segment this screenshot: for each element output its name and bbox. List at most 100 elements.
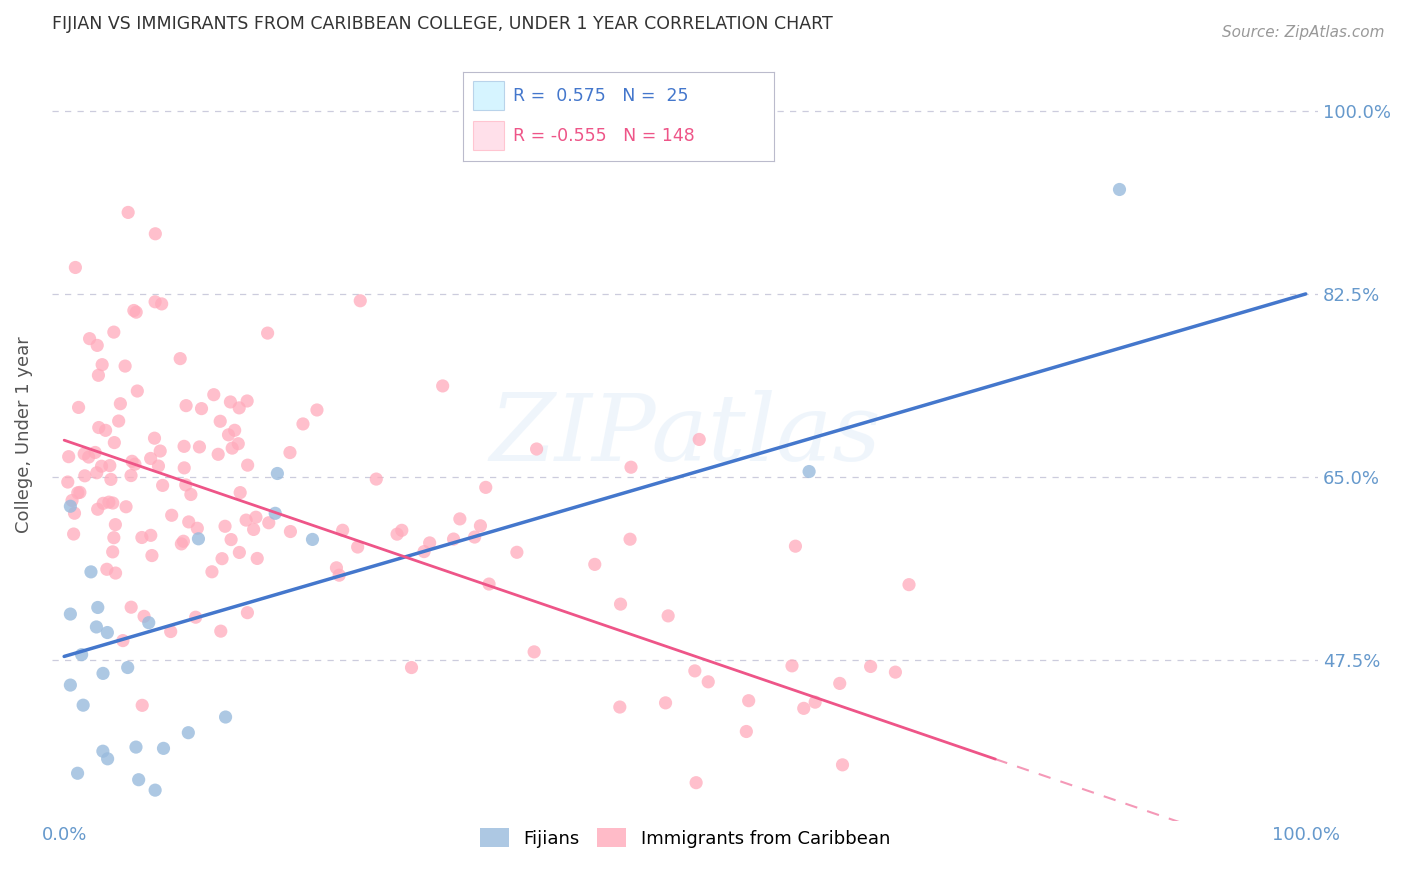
- Point: [207, 447, 229, 461]
- Point: [91, 744, 114, 758]
- Point: [526, 442, 548, 456]
- Point: [683, 664, 706, 678]
- Point: [887, 835, 910, 849]
- Point: [114, 359, 136, 373]
- Point: [228, 545, 250, 559]
- Point: [107, 414, 129, 428]
- Point: [236, 394, 259, 409]
- Point: [103, 435, 125, 450]
- Point: [797, 465, 820, 479]
- Point: [66, 766, 89, 780]
- Point: [62, 527, 84, 541]
- Point: [654, 696, 676, 710]
- Point: [301, 533, 323, 547]
- Point: [201, 565, 224, 579]
- Point: [884, 665, 907, 680]
- Point: [226, 436, 249, 450]
- Point: [79, 332, 101, 346]
- Point: [100, 472, 122, 486]
- Point: [159, 624, 181, 639]
- Point: [506, 545, 529, 559]
- Point: [91, 496, 114, 510]
- Point: [169, 351, 191, 366]
- Point: [305, 403, 328, 417]
- Text: FIJIAN VS IMMIGRANTS FROM CARIBBEAN COLLEGE, UNDER 1 YEAR CORRELATION CHART: FIJIAN VS IMMIGRANTS FROM CARIBBEAN COLL…: [52, 15, 832, 33]
- Point: [478, 577, 501, 591]
- Point: [685, 775, 707, 789]
- Point: [245, 510, 267, 524]
- Point: [264, 506, 287, 520]
- Point: [619, 533, 641, 547]
- Legend: Fijians, Immigrants from Caribbean: Fijians, Immigrants from Caribbean: [472, 822, 897, 855]
- Point: [150, 297, 173, 311]
- Point: [152, 478, 174, 492]
- Point: [104, 566, 127, 580]
- Point: [828, 676, 851, 690]
- Point: [143, 294, 166, 309]
- Point: [148, 458, 170, 473]
- Point: [391, 524, 413, 538]
- Point: [242, 523, 264, 537]
- Point: [256, 326, 278, 340]
- Point: [184, 610, 207, 624]
- Point: [401, 660, 423, 674]
- Point: [86, 338, 108, 352]
- Point: [111, 633, 134, 648]
- Point: [110, 397, 132, 411]
- Point: [117, 205, 139, 219]
- Point: [209, 624, 232, 639]
- Point: [688, 433, 710, 447]
- Point: [115, 500, 138, 514]
- Point: [138, 615, 160, 630]
- Point: [120, 468, 142, 483]
- Point: [349, 293, 371, 308]
- Point: [80, 565, 103, 579]
- Point: [419, 536, 441, 550]
- Point: [139, 451, 162, 466]
- Point: [174, 478, 197, 492]
- Point: [188, 440, 211, 454]
- Point: [266, 467, 288, 481]
- Point: [432, 379, 454, 393]
- Point: [125, 305, 148, 319]
- Point: [97, 752, 120, 766]
- Point: [59, 678, 82, 692]
- Point: [831, 757, 853, 772]
- Point: [177, 515, 200, 529]
- Point: [366, 472, 388, 486]
- Point: [131, 531, 153, 545]
- Point: [443, 532, 465, 546]
- Point: [117, 660, 139, 674]
- Point: [780, 658, 803, 673]
- Point: [202, 387, 225, 401]
- Point: [91, 666, 114, 681]
- Point: [72, 698, 94, 713]
- Point: [291, 417, 314, 431]
- Point: [620, 460, 643, 475]
- Point: [523, 645, 546, 659]
- Point: [141, 549, 163, 563]
- Point: [180, 487, 202, 501]
- Point: [96, 625, 118, 640]
- Point: [859, 659, 882, 673]
- Point: [172, 534, 194, 549]
- Point: [170, 537, 193, 551]
- Point: [385, 527, 408, 541]
- Point: [219, 533, 242, 547]
- Point: [56, 475, 79, 489]
- Point: [609, 597, 631, 611]
- Point: [70, 648, 93, 662]
- Point: [87, 368, 110, 383]
- Point: [229, 485, 252, 500]
- Point: [235, 513, 257, 527]
- Point: [328, 568, 350, 582]
- Point: [804, 695, 827, 709]
- Point: [98, 458, 121, 473]
- Point: [221, 441, 243, 455]
- Point: [125, 740, 148, 755]
- Point: [91, 358, 114, 372]
- Point: [737, 694, 759, 708]
- Point: [413, 544, 436, 558]
- Point: [103, 325, 125, 339]
- Point: [94, 423, 117, 437]
